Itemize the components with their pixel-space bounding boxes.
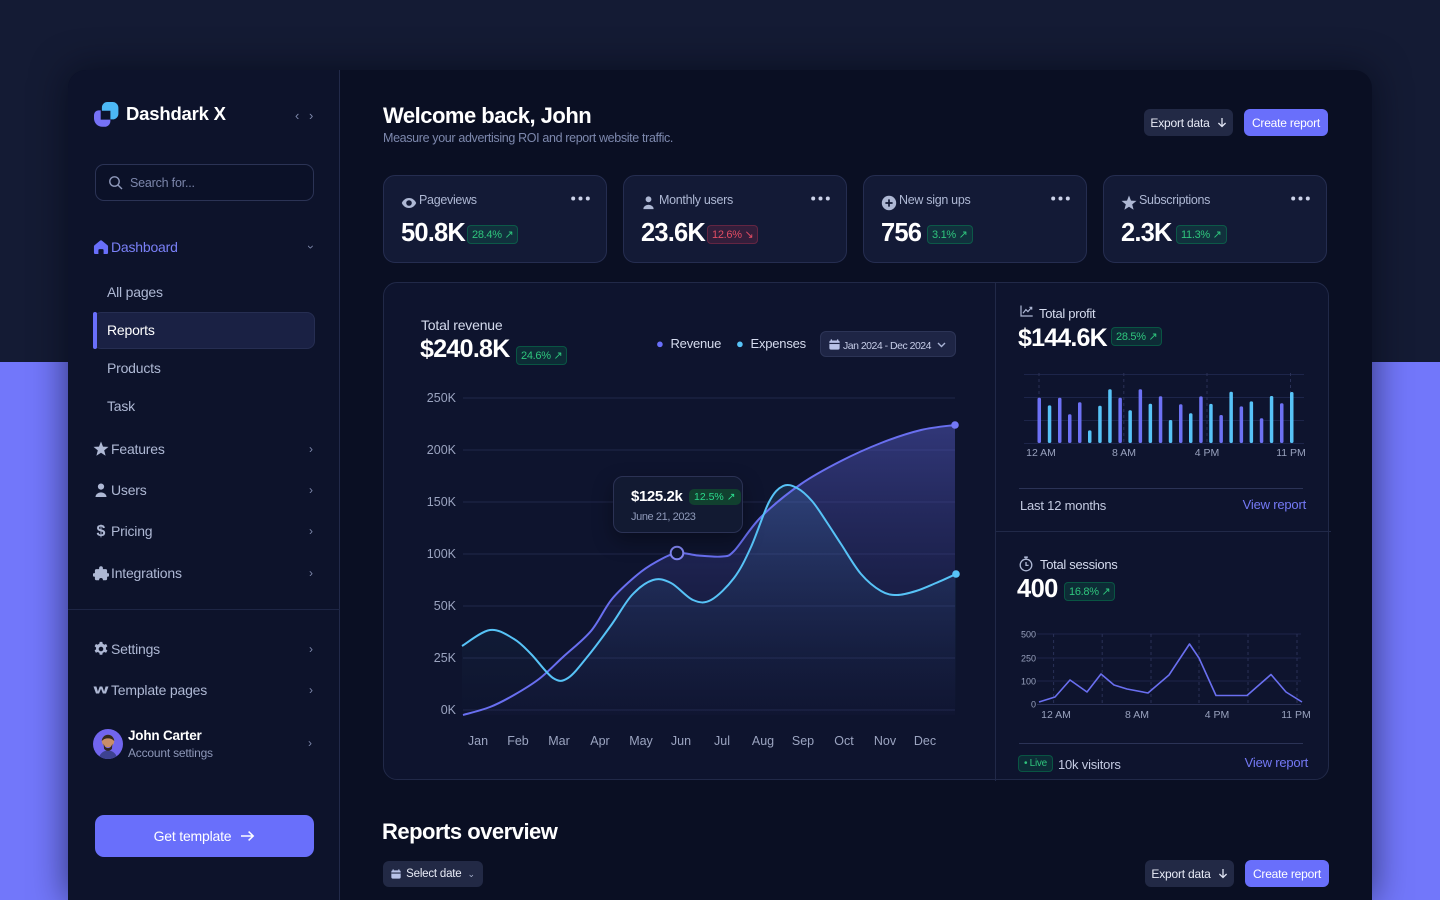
svg-text:250K: 250K [427,391,457,405]
svg-text:Dec: Dec [914,734,936,748]
svg-text:12 AM: 12 AM [1026,447,1056,459]
svg-text:11 PM: 11 PM [1281,709,1311,721]
svg-text:4 PM: 4 PM [1205,709,1230,721]
svg-text:0: 0 [1031,700,1036,710]
svg-text:Oct: Oct [834,734,854,748]
svg-text:25K: 25K [434,651,457,665]
svg-text:100K: 100K [427,547,457,561]
svg-text:11 PM: 11 PM [1276,447,1306,459]
svg-text:Nov: Nov [874,734,897,748]
svg-text:100: 100 [1021,677,1036,687]
svg-text:Apr: Apr [590,734,609,748]
svg-text:50K: 50K [434,599,457,613]
svg-text:0K: 0K [441,703,457,717]
svg-text:250: 250 [1021,654,1036,664]
svg-text:Aug: Aug [752,734,774,748]
svg-text:Jul: Jul [714,734,730,748]
svg-text:8 AM: 8 AM [1112,447,1136,459]
svg-text:Jun: Jun [671,734,691,748]
svg-text:8 AM: 8 AM [1125,709,1149,721]
svg-text:12 AM: 12 AM [1041,709,1071,721]
svg-text:4 PM: 4 PM [1195,447,1220,459]
svg-text:150K: 150K [427,495,457,509]
svg-text:200K: 200K [427,443,457,457]
svg-text:May: May [629,734,653,748]
svg-text:Sep: Sep [792,734,814,748]
svg-text:Feb: Feb [507,734,529,748]
svg-text:Mar: Mar [548,734,570,748]
svg-text:Jan: Jan [468,734,488,748]
svg-text:500: 500 [1021,630,1036,640]
